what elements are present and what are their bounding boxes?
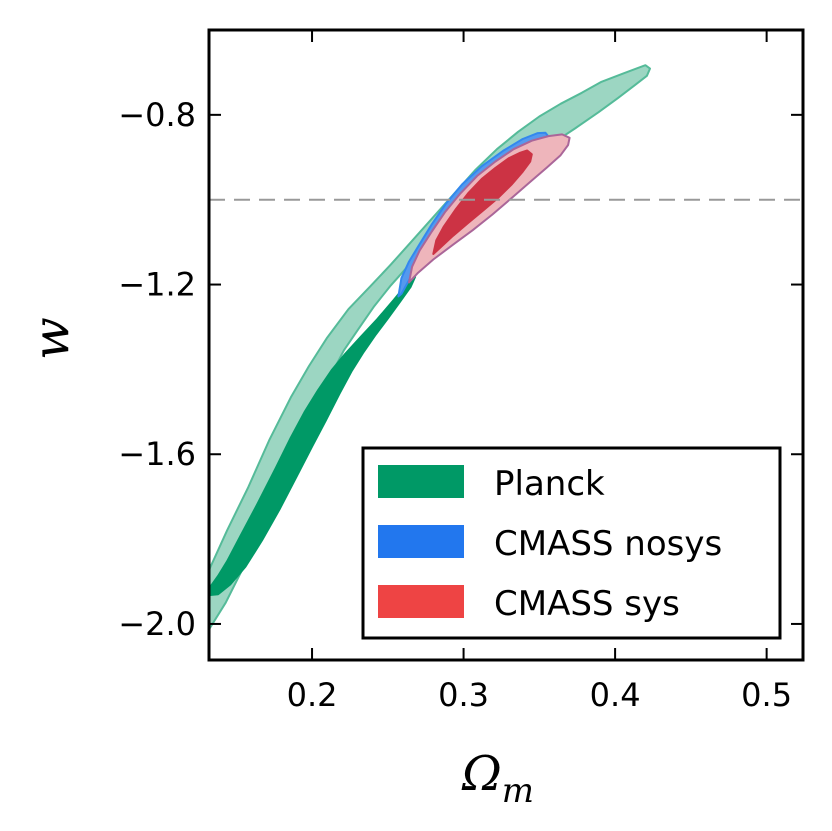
legend: Planck CMASS nosys CMASS sys [361, 446, 782, 640]
x-axis-label-main: Ω [461, 746, 502, 802]
legend-swatch-cmass-sys [378, 585, 464, 618]
legend-label-planck: Planck [494, 464, 605, 504]
x-axis-label-subscript: m [502, 771, 534, 811]
x-tick-label: 0.3 [438, 676, 489, 714]
contour-cmass-sys-95 [408, 133, 571, 284]
legend-swatch-cmass-nosys [378, 525, 464, 558]
x-tick-label: 0.4 [590, 676, 641, 714]
legend-label-cmass-sys: CMASS sys [494, 584, 680, 624]
contour-cmass-sys-68 [432, 149, 533, 255]
plot-frame [207, 28, 805, 662]
contour-planck-68 [209, 275, 417, 597]
contour-layer [209, 64, 651, 631]
y-tick-label: −1.6 [118, 435, 196, 473]
axis-ticks: 0.2 0.3 0.4 0.5 −0.8 −1.2 −1.6 −2.0 [118, 30, 803, 714]
x-axis-label: Ωm [461, 746, 534, 811]
y-tick-label: −0.8 [118, 96, 196, 134]
x-tick-label: 0.5 [741, 676, 792, 714]
legend-swatch-planck [378, 465, 464, 498]
y-tick-label: −2.0 [118, 605, 196, 643]
y-tick-label: −1.2 [118, 266, 196, 304]
x-tick-label: 0.2 [287, 676, 338, 714]
y-axis-label: w [22, 317, 80, 360]
legend-label-cmass-nosys: CMASS nosys [494, 524, 722, 564]
